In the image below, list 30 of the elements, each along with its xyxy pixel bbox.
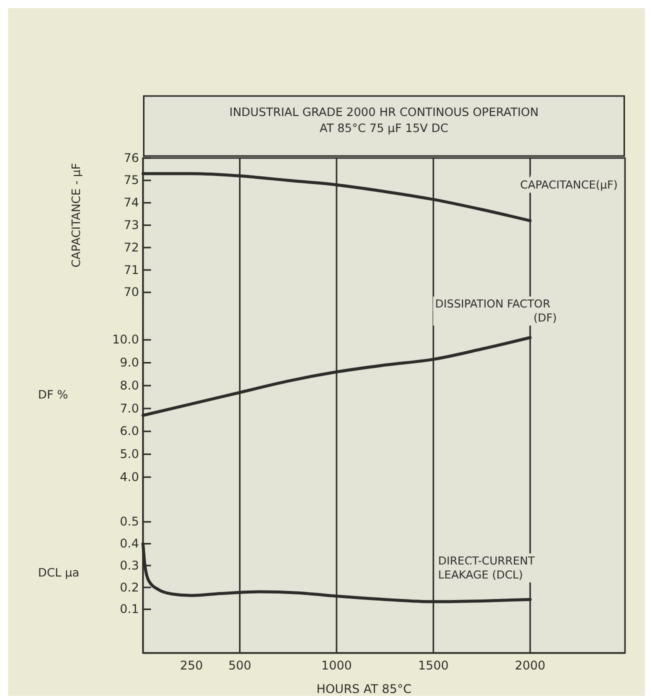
x-tick-label: 1000 xyxy=(321,658,352,673)
y-axis-title: CAPACITANCE - µF xyxy=(69,163,83,268)
x-tick-label: 500 xyxy=(228,658,252,673)
y-tick-label: 0.3 xyxy=(120,558,139,572)
y-tick-label: 7.0 xyxy=(120,401,139,416)
y-axis-title: DF % xyxy=(38,388,68,402)
y-tick-label: 8.0 xyxy=(120,378,139,392)
y-tick-label: 0.2 xyxy=(120,580,139,594)
y-tick-label: 5.0 xyxy=(120,447,139,462)
x-tick-label: 1500 xyxy=(418,658,449,673)
y-tick-label: 75 xyxy=(124,173,139,188)
y-tick-label: 0.5 xyxy=(120,514,139,529)
y-tick-label: 6.0 xyxy=(120,424,139,438)
y-axis-title: DCL µa xyxy=(38,566,80,580)
x-tick-label: 2000 xyxy=(514,658,546,673)
y-tick-label: 0.1 xyxy=(120,602,139,616)
y-tick-label: 74 xyxy=(124,196,139,210)
y-tick-label: 10.0 xyxy=(112,332,139,347)
y-tick-label: 71 xyxy=(124,262,139,277)
x-tick-label: 250 xyxy=(180,658,203,673)
x-axis-title: HOURS AT 85°C xyxy=(316,682,412,696)
y-tick-label: 70 xyxy=(124,285,139,300)
y-tick-label: 9.0 xyxy=(120,356,139,370)
y-tick-label: 72 xyxy=(124,240,139,254)
text: DISSIPATION FACTOR (DF) xyxy=(435,298,557,325)
y-tick-label: 73 xyxy=(124,218,139,232)
y-tick-label: 4.0 xyxy=(120,470,139,484)
chart-title: INDUSTRIAL GRADE 2000 HR CONTINOUS OPERATION AT 85°C 75 µF 15V DC xyxy=(229,105,539,135)
y-tick-label: 76 xyxy=(124,150,139,165)
y-tick-label: 0.4 xyxy=(120,536,139,551)
